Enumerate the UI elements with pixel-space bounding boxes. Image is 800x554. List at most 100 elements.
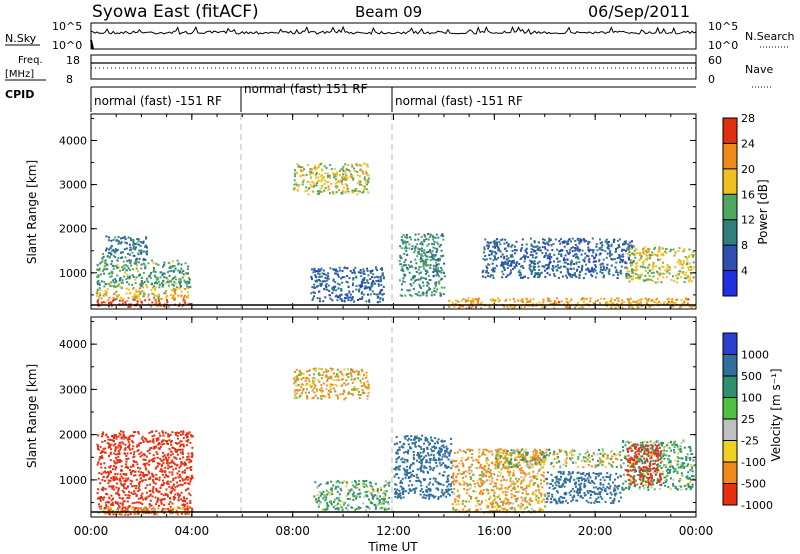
power-cell bbox=[431, 242, 434, 245]
velocity-cell bbox=[310, 385, 313, 388]
power-cell bbox=[322, 300, 325, 303]
power-cell bbox=[131, 268, 134, 271]
power-cell bbox=[107, 239, 110, 242]
velocity-cell bbox=[142, 441, 145, 443]
power-cell bbox=[655, 297, 658, 300]
power-cell bbox=[575, 247, 578, 250]
velocity-cell bbox=[293, 382, 296, 385]
velocity-cell bbox=[182, 430, 185, 433]
velocity-cell bbox=[186, 512, 189, 515]
power-cell bbox=[178, 281, 181, 284]
velocity-cell bbox=[114, 456, 117, 459]
power-cell bbox=[124, 241, 127, 244]
velocity-cell bbox=[340, 384, 343, 387]
velocity-cell bbox=[123, 483, 126, 486]
power-cell bbox=[656, 254, 659, 257]
power-cell bbox=[534, 249, 537, 252]
power-cell bbox=[588, 241, 591, 244]
power-cell bbox=[674, 266, 677, 269]
power-cell bbox=[497, 257, 499, 260]
power-cell bbox=[429, 288, 431, 291]
power-cell bbox=[669, 268, 672, 271]
power-cell bbox=[433, 247, 436, 250]
power-cell bbox=[492, 245, 495, 248]
velocity-cell bbox=[544, 505, 547, 508]
power-cell bbox=[649, 257, 651, 260]
power-cell bbox=[97, 268, 100, 271]
velocity-cell bbox=[427, 488, 430, 491]
power-cell bbox=[365, 178, 368, 181]
velocity-cell bbox=[148, 449, 151, 451]
power-cell bbox=[492, 267, 495, 270]
power-cell bbox=[507, 243, 510, 246]
power-cell bbox=[566, 258, 569, 261]
power-cell bbox=[379, 268, 382, 270]
power-cell bbox=[454, 303, 457, 305]
power-cell bbox=[142, 242, 145, 245]
power-cell bbox=[510, 262, 513, 265]
power-cell bbox=[628, 270, 631, 273]
velocity-cell bbox=[334, 394, 337, 397]
velocity-cell bbox=[424, 497, 427, 500]
power-cell bbox=[484, 255, 487, 257]
power-cell bbox=[651, 251, 654, 254]
velocity-cell bbox=[537, 462, 540, 465]
power-cell bbox=[331, 299, 334, 302]
power-cell bbox=[435, 274, 438, 277]
velocity-cell bbox=[174, 442, 177, 444]
power-cell bbox=[583, 298, 586, 301]
velocity-cell bbox=[126, 452, 129, 455]
velocity-cell bbox=[493, 505, 496, 508]
velocity-cell bbox=[350, 488, 353, 491]
velocity-cell bbox=[357, 506, 360, 509]
power-cell bbox=[345, 168, 348, 171]
power-cell bbox=[169, 280, 172, 282]
velocity-cell bbox=[189, 500, 192, 503]
power-cell bbox=[642, 251, 645, 254]
power-cell bbox=[145, 284, 148, 287]
power-cell bbox=[414, 292, 417, 295]
power-cell bbox=[410, 264, 413, 267]
velocity-cell bbox=[330, 489, 333, 492]
velocity-cell bbox=[428, 493, 431, 496]
power-cell bbox=[159, 304, 162, 307]
power-cell bbox=[580, 269, 583, 272]
power-cell bbox=[420, 240, 423, 243]
power-cell bbox=[158, 283, 161, 286]
power-cell bbox=[123, 264, 126, 267]
velocity-cell bbox=[98, 472, 101, 475]
velocity-cell bbox=[401, 457, 404, 460]
velocity-cell bbox=[367, 383, 370, 386]
velocity-cell bbox=[334, 487, 337, 490]
power-cell bbox=[420, 287, 423, 289]
velocity-cell bbox=[138, 507, 141, 510]
power-cell bbox=[295, 182, 298, 185]
power-ylabel: Slant Range [km] bbox=[25, 160, 39, 264]
velocity-cell bbox=[429, 442, 431, 445]
power-cell bbox=[587, 269, 590, 272]
power-cell bbox=[665, 276, 668, 279]
velocity-cell bbox=[180, 491, 183, 494]
velocity-cell bbox=[440, 495, 442, 498]
power-cell bbox=[442, 254, 445, 257]
velocity-cell bbox=[387, 507, 390, 510]
power-cell bbox=[414, 267, 417, 270]
power-cell bbox=[512, 259, 515, 262]
power-cell bbox=[144, 265, 147, 268]
power-cell bbox=[538, 260, 541, 263]
power-cell bbox=[306, 189, 309, 192]
velocity-cell bbox=[325, 375, 328, 378]
velocity-cell bbox=[435, 465, 438, 468]
power-cell bbox=[425, 255, 428, 258]
velocity-cell bbox=[504, 455, 507, 458]
velocity-cell bbox=[170, 487, 173, 490]
velocity-cell bbox=[149, 477, 152, 480]
nsky-panel: N.Sky 10^5 10^0 10^5 10^0 N.Search bbox=[5, 20, 795, 52]
velocity-cell bbox=[338, 493, 341, 496]
power-cell bbox=[627, 276, 630, 279]
velocity-cell bbox=[123, 491, 125, 494]
power-cell bbox=[339, 294, 342, 297]
velocity-cell bbox=[108, 455, 110, 457]
velocity-cell bbox=[386, 482, 389, 485]
power-cell bbox=[126, 299, 129, 302]
